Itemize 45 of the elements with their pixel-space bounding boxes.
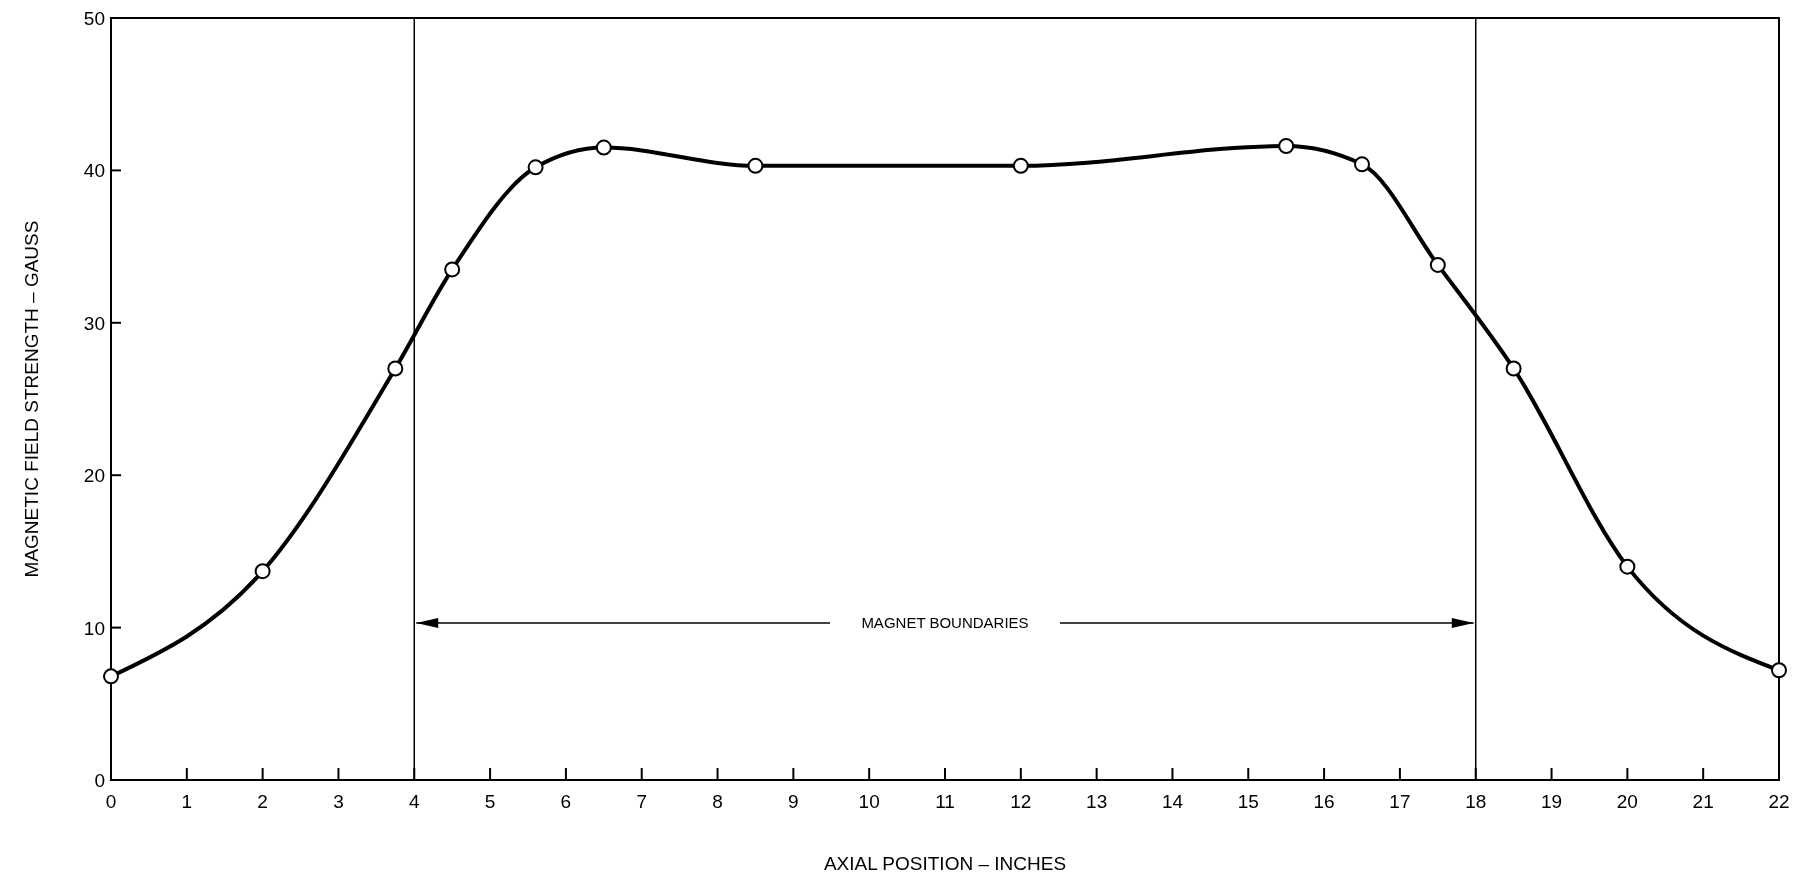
x-tick-label: 15 xyxy=(1237,791,1259,812)
x-tick-label: 20 xyxy=(1616,791,1638,812)
x-tick-label: 2 xyxy=(257,791,268,812)
y-tick-label: 50 xyxy=(83,8,105,29)
point xyxy=(1619,558,1636,575)
x-tick-label: 10 xyxy=(858,791,880,812)
x-tick-label: 18 xyxy=(1465,791,1487,812)
y-tick-label: 10 xyxy=(83,617,105,639)
y-tick-label: 0 xyxy=(94,770,105,791)
y-tick-label: 30 xyxy=(83,312,105,334)
y-axis-title: MAGNETIC FIELD STRENGTH – GAUSS xyxy=(21,220,42,578)
point xyxy=(1278,138,1295,155)
y-tick-label: 40 xyxy=(83,160,105,182)
x-axis-title: AXIAL POSITION – INCHES xyxy=(823,853,1067,874)
x-tick-label: 6 xyxy=(560,791,572,812)
x-tick-label: 9 xyxy=(788,791,799,812)
x-tick-label: 17 xyxy=(1389,791,1411,812)
point xyxy=(1354,156,1370,173)
x-tick-label: 16 xyxy=(1313,791,1335,812)
point xyxy=(1505,360,1522,377)
x-tick-label: 12 xyxy=(1010,791,1032,812)
point xyxy=(1012,157,1029,174)
x-tick-label: 1 xyxy=(181,791,193,812)
annotation: MAGNET BOUNDARIES xyxy=(861,614,1029,632)
x-tick-label: 3 xyxy=(333,791,344,812)
point xyxy=(595,139,612,156)
y-tick-label: 20 xyxy=(83,465,105,487)
x-tick-label: 7 xyxy=(636,791,648,812)
x-tick-label: 19 xyxy=(1540,791,1563,812)
x-tick-label: 22 xyxy=(1768,791,1790,812)
x-tick-label: 4 xyxy=(408,791,420,812)
point xyxy=(1771,662,1787,679)
point xyxy=(387,360,404,377)
x-tick-label: 8 xyxy=(712,791,723,812)
point xyxy=(747,157,764,174)
point xyxy=(1429,256,1446,273)
point xyxy=(527,159,544,176)
x-tick-label: 13 xyxy=(1086,791,1108,812)
point xyxy=(103,668,119,685)
x-tick-label: 11 xyxy=(935,791,955,812)
x-tick-label: 21 xyxy=(1692,791,1714,812)
point xyxy=(254,563,271,580)
point xyxy=(444,261,461,278)
x-tick-label: 5 xyxy=(484,791,496,812)
x-tick-label: 14 xyxy=(1161,791,1184,812)
